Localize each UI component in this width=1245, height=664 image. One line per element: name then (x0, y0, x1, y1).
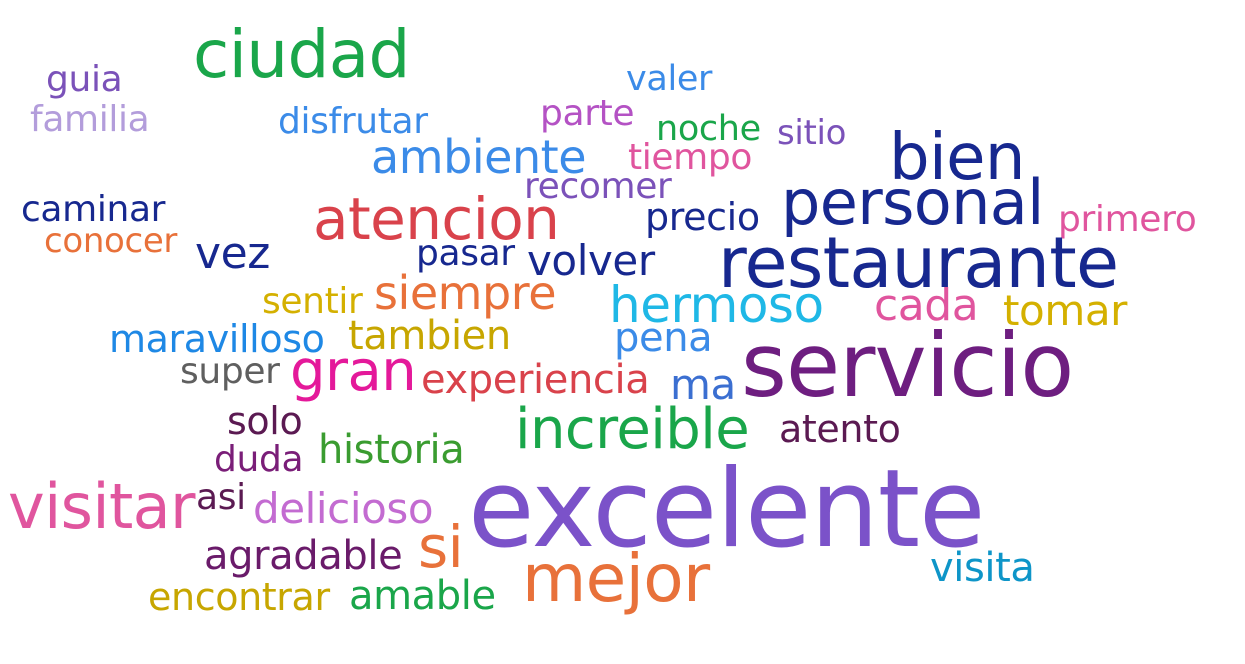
word-delicioso: delicioso (253, 484, 434, 533)
word-excelente: excelente (468, 447, 985, 572)
word-tiempo: tiempo (628, 137, 753, 178)
word-caminar: caminar (21, 189, 166, 230)
word-familia: familia (30, 99, 150, 140)
word-visitar: visitar (8, 470, 196, 543)
word-solo: solo (227, 399, 303, 443)
word-sitio: sitio (777, 113, 847, 153)
word-restaurante: restaurante (718, 222, 1119, 304)
word-agradable: agradable (204, 533, 403, 579)
word-duda: duda (214, 439, 304, 480)
word-maravilloso: maravilloso (109, 317, 325, 361)
word-noche: noche (656, 109, 761, 149)
word-servicio: servicio (741, 314, 1074, 417)
word-hermoso: hermoso (609, 276, 824, 334)
word-pena: pena (614, 315, 713, 361)
word-vez: vez (195, 228, 270, 279)
word-personal: personal (781, 166, 1044, 239)
word-encontrar: encontrar (148, 575, 330, 619)
word-cada: cada (874, 280, 979, 331)
word-increible: increible (515, 397, 750, 462)
word-guia: guia (46, 59, 123, 100)
word-volver: volver (527, 236, 655, 285)
word-tomar: tomar (1003, 286, 1127, 335)
word-super: super (180, 351, 280, 392)
word-ambiente: ambiente (371, 130, 587, 184)
word-parte: parte (540, 93, 635, 134)
word-si: si (418, 513, 464, 581)
word-experiencia: experiencia (421, 357, 650, 403)
word-historia: historia (318, 427, 465, 473)
word-atencion: atencion (313, 185, 560, 253)
word-atento: atento (779, 407, 901, 451)
word-disfrutar: disfrutar (278, 101, 428, 142)
word-siempre: siempre (374, 266, 557, 320)
word-visita: visita (930, 545, 1035, 591)
word-asi: asi (196, 477, 246, 518)
word-valer: valer (626, 59, 713, 99)
word-pasar: pasar (416, 233, 515, 274)
word-primero: primero (1058, 199, 1197, 240)
word-amable: amable (349, 573, 496, 619)
word-tambien: tambien (348, 313, 511, 359)
word-ma: ma (670, 360, 736, 409)
word-bien: bien (889, 121, 1025, 195)
word-ciudad: ciudad (193, 16, 410, 93)
word-gran: gran (290, 339, 417, 404)
word-precio: precio (645, 195, 760, 239)
word-sentir: sentir (262, 281, 363, 322)
word-conocer: conocer (44, 221, 178, 261)
word-mejor: mejor (522, 540, 710, 617)
word-recomer: recomer (524, 166, 672, 207)
